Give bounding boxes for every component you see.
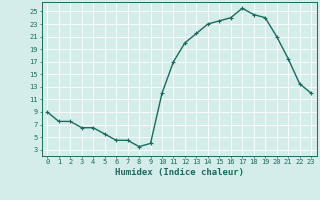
X-axis label: Humidex (Indice chaleur): Humidex (Indice chaleur) xyxy=(115,168,244,177)
